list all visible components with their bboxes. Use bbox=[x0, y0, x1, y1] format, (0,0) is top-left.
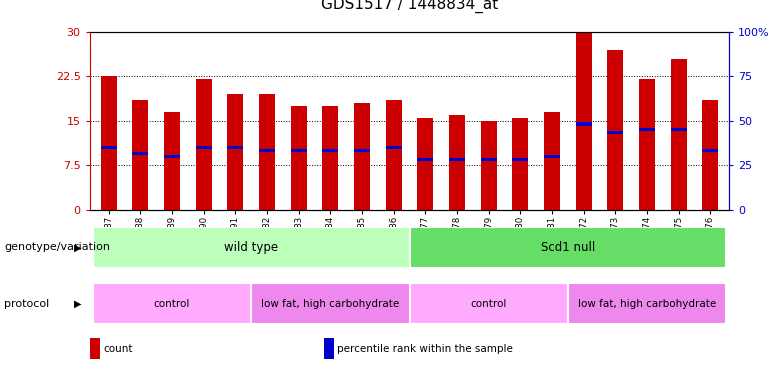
Bar bbox=[512, 158, 528, 161]
Bar bbox=[608, 131, 623, 135]
Bar bbox=[164, 155, 180, 158]
Bar bbox=[386, 146, 402, 149]
Bar bbox=[702, 149, 718, 152]
Bar bbox=[671, 58, 686, 210]
Bar bbox=[133, 100, 148, 210]
Bar bbox=[228, 146, 243, 149]
Bar bbox=[251, 283, 410, 324]
Bar bbox=[93, 283, 251, 324]
Bar bbox=[196, 146, 211, 149]
Text: GDS1517 / 1448834_at: GDS1517 / 1448834_at bbox=[321, 0, 498, 13]
Bar bbox=[568, 283, 726, 324]
Bar bbox=[259, 149, 275, 152]
Bar bbox=[639, 128, 655, 132]
Bar bbox=[259, 94, 275, 210]
Bar bbox=[164, 112, 180, 210]
Text: control: control bbox=[154, 299, 190, 309]
Bar bbox=[702, 100, 718, 210]
Bar bbox=[417, 158, 433, 161]
Bar bbox=[480, 158, 497, 161]
Bar bbox=[196, 80, 211, 210]
Text: protocol: protocol bbox=[4, 299, 49, 309]
Bar bbox=[354, 149, 370, 152]
Bar bbox=[291, 149, 307, 152]
Text: control: control bbox=[470, 299, 507, 309]
Bar bbox=[93, 227, 410, 268]
Bar bbox=[608, 50, 623, 210]
Bar bbox=[133, 152, 148, 155]
Text: Scd1 null: Scd1 null bbox=[541, 241, 595, 254]
Bar bbox=[291, 106, 307, 210]
Text: count: count bbox=[103, 344, 133, 354]
Bar bbox=[228, 94, 243, 210]
Text: ▶: ▶ bbox=[74, 299, 82, 309]
Text: low fat, high carbohydrate: low fat, high carbohydrate bbox=[578, 299, 716, 309]
Bar bbox=[544, 155, 560, 158]
Bar bbox=[512, 118, 528, 210]
Bar bbox=[449, 115, 465, 210]
Bar bbox=[322, 106, 339, 210]
Text: wild type: wild type bbox=[224, 241, 278, 254]
Bar bbox=[417, 118, 433, 210]
Bar bbox=[576, 32, 591, 210]
Bar bbox=[354, 103, 370, 210]
Bar bbox=[410, 283, 568, 324]
Bar bbox=[639, 80, 655, 210]
Bar bbox=[544, 112, 560, 210]
Bar bbox=[480, 121, 497, 210]
Bar bbox=[386, 100, 402, 210]
Text: ▶: ▶ bbox=[74, 243, 82, 252]
Text: low fat, high carbohydrate: low fat, high carbohydrate bbox=[261, 299, 399, 309]
Bar bbox=[322, 149, 339, 152]
Text: percentile rank within the sample: percentile rank within the sample bbox=[337, 344, 512, 354]
Bar bbox=[101, 76, 117, 210]
Bar bbox=[410, 227, 726, 268]
Bar bbox=[671, 128, 686, 132]
Text: genotype/variation: genotype/variation bbox=[4, 243, 110, 252]
Bar bbox=[576, 122, 591, 126]
Bar bbox=[449, 158, 465, 161]
Bar bbox=[101, 146, 117, 149]
